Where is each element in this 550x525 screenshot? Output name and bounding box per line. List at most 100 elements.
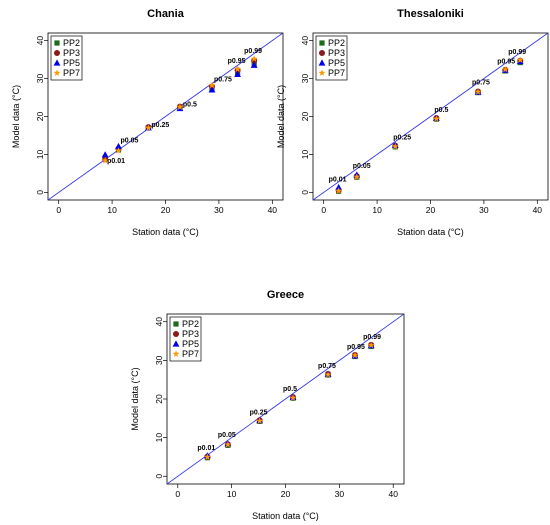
- legend-marker-pp7: [53, 69, 61, 76]
- data-point-pp7: [324, 371, 332, 378]
- y-axis-label: Model data (°C): [11, 85, 21, 148]
- quantile-label: p0.5: [434, 107, 448, 114]
- legend-label: PP7: [182, 349, 199, 359]
- chart-panel-greece: Greece 0 10 20 30 40 0 10 20 30 40 Station data (°C…: [130, 289, 405, 521]
- x-tick-label: 30: [214, 205, 224, 215]
- data-point-pp5: [115, 142, 122, 150]
- y-axis-label: Model data (°C): [130, 367, 140, 430]
- y-tick-label: 0: [35, 190, 45, 195]
- y-tick-label: 0: [300, 190, 310, 195]
- x-tick-label: 0: [56, 205, 61, 215]
- x-tick-label: 40: [268, 205, 278, 215]
- legend-marker-pp5: [53, 59, 61, 66]
- quantile-label: p0.25: [151, 122, 169, 129]
- y-tick-label: 30: [35, 74, 45, 84]
- x-axis-label: Station data (°C): [132, 227, 199, 237]
- quantile-label: p0.99: [363, 334, 381, 341]
- x-tick-label: 30: [479, 205, 489, 215]
- reference-line: [313, 33, 548, 200]
- quantile-label: p0.01: [329, 176, 347, 183]
- legend-label: PP7: [328, 68, 345, 78]
- data-point-pp7: [256, 417, 264, 424]
- y-tick-label: 10: [300, 149, 310, 159]
- x-tick-label: 20: [426, 205, 436, 215]
- legend-marker-pp7: [172, 350, 180, 357]
- y-tick-label: 40: [300, 36, 310, 46]
- data-point-pp7: [289, 394, 297, 401]
- y-tick-label: 0: [154, 474, 164, 479]
- data-point-pp7: [391, 142, 399, 150]
- data-point-pp7: [144, 124, 152, 131]
- quantile-label: p0.01: [197, 445, 215, 452]
- x-tick-label: 40: [388, 489, 398, 499]
- x-tick-label: 0: [321, 205, 326, 215]
- data-point-pp7: [351, 351, 359, 359]
- chart-title: Thessaloniki: [397, 8, 464, 20]
- legend-label: PP5: [328, 58, 345, 68]
- legend-marker-pp7: [318, 69, 326, 76]
- legend-marker-pp5: [172, 340, 180, 347]
- y-tick-label: 30: [154, 355, 164, 365]
- x-tick-label: 20: [161, 205, 171, 215]
- data-point-pp7: [367, 341, 375, 349]
- y-tick-label: 20: [35, 112, 45, 122]
- data-point-pp7: [516, 56, 524, 63]
- quantile-label: p0.95: [497, 58, 515, 65]
- x-tick-label: 20: [281, 489, 291, 499]
- y-tick-label: 20: [300, 112, 310, 122]
- quantile-label: p0.95: [228, 58, 246, 65]
- x-axis-label: Station data (°C): [252, 511, 319, 521]
- data-point-pp7: [203, 453, 211, 460]
- chart-title: Chania: [147, 8, 185, 20]
- legend-marker-pp3: [319, 50, 325, 56]
- quantile-label: p0.75: [472, 79, 490, 86]
- data-point-pp7: [501, 65, 509, 73]
- legend-marker-pp2: [173, 321, 179, 327]
- x-tick-label: 10: [372, 205, 382, 215]
- y-tick-label: 10: [35, 149, 45, 159]
- y-tick-label: 40: [154, 317, 164, 327]
- x-tick-label: 10: [227, 489, 237, 499]
- legend-label: PP2: [182, 319, 199, 329]
- data-point-pp5: [208, 86, 216, 93]
- legend-marker-pp3: [173, 331, 179, 337]
- quantile-label: p0.95: [347, 344, 365, 351]
- data-point-pp7: [250, 55, 258, 62]
- chart-title: Greece: [267, 289, 304, 301]
- quantile-label: p0.25: [250, 409, 268, 416]
- quantile-label: p0.75: [214, 76, 232, 83]
- y-tick-label: 20: [154, 394, 164, 404]
- quantile-label: p0.01: [107, 158, 125, 165]
- data-point-pp5: [335, 183, 343, 191]
- legend-marker-pp5: [318, 59, 326, 66]
- data-point-pp7: [101, 156, 109, 164]
- data-point-pp5: [234, 70, 242, 77]
- data-point-pp7: [234, 65, 242, 72]
- quantile-label: p0.05: [218, 432, 236, 439]
- data-point-pp7: [224, 440, 232, 448]
- data-point-pp7: [335, 187, 343, 194]
- x-tick-label: 10: [107, 205, 117, 215]
- data-point-pp7: [208, 81, 216, 89]
- y-tick-label: 40: [35, 36, 45, 46]
- y-axis-label: Model data (°C): [276, 85, 286, 148]
- quantile-label: p0.5: [283, 386, 297, 393]
- data-point-pp7: [432, 115, 440, 122]
- quantile-label: p0.99: [508, 49, 526, 56]
- data-point-pp7: [176, 103, 184, 110]
- legend-marker-pp2: [319, 40, 325, 46]
- legend-label: PP2: [328, 38, 345, 48]
- data-point-pp7: [115, 147, 122, 154]
- data-point-pp5: [101, 151, 109, 158]
- legend-label: PP5: [182, 339, 199, 349]
- quantile-label: p0.25: [393, 134, 411, 141]
- quantile-label: p0.05: [121, 137, 139, 144]
- reference-line: [48, 33, 283, 200]
- x-tick-label: 40: [533, 205, 543, 215]
- legend-label: PP5: [63, 58, 80, 68]
- legend-label: PP2: [63, 38, 80, 48]
- legend-marker-pp3: [54, 50, 60, 56]
- quantile-label: p0.99: [244, 48, 262, 55]
